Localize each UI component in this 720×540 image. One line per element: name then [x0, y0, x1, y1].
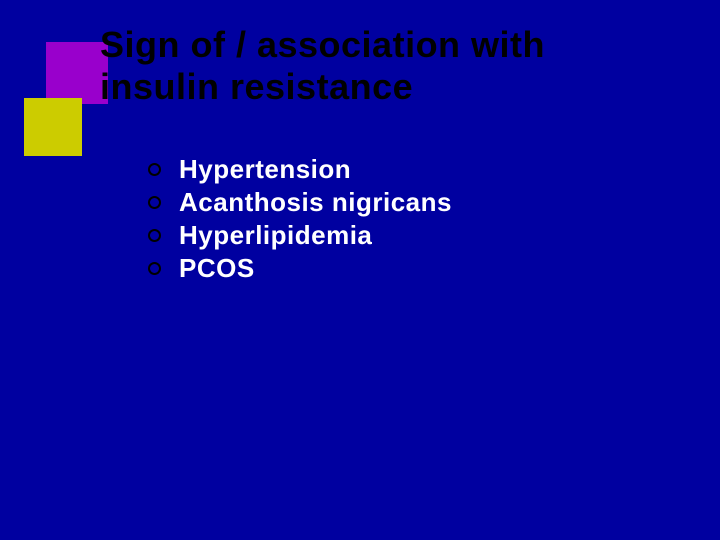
- bullet-icon: [148, 229, 161, 242]
- list-item-label: PCOS: [179, 253, 255, 284]
- list-item: PCOS: [148, 253, 452, 284]
- bullet-icon: [148, 196, 161, 209]
- bullet-icon: [148, 262, 161, 275]
- title-line-2: insulin resistance: [100, 66, 413, 107]
- bullet-icon: [148, 163, 161, 176]
- list-item: Hypertension: [148, 154, 452, 185]
- list-item: Acanthosis nigricans: [148, 187, 452, 218]
- list-item: Hyperlipidemia: [148, 220, 452, 251]
- slide-title: Sign of / association with insulin resis…: [100, 24, 545, 109]
- decoration-square-olive: [24, 98, 82, 156]
- decoration-square-purple: [46, 42, 108, 104]
- bullet-list: Hypertension Acanthosis nigricans Hyperl…: [148, 154, 452, 286]
- list-item-label: Hyperlipidemia: [179, 220, 372, 251]
- list-item-label: Hypertension: [179, 154, 351, 185]
- title-line-1: Sign of / association with: [100, 24, 545, 65]
- list-item-label: Acanthosis nigricans: [179, 187, 452, 218]
